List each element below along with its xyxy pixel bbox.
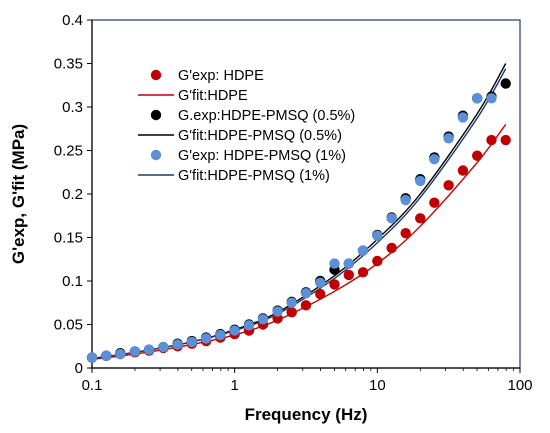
data-point-g-exp-hdpe-pmsq-1 [243, 320, 255, 331]
legend-label: G'fit:HDPE [178, 88, 248, 104]
data-point-g-exp-hdpe-pmsq-1 [172, 339, 183, 350]
data-point-g-exp-hdpe [400, 227, 411, 239]
data-point-g-exp-hdpe [329, 279, 340, 290]
data-point-g-exp-hdpe [300, 300, 312, 311]
data-point-g-exp-hdpe-pmsq-1 [257, 314, 269, 325]
data-point-g-exp-hdpe-pmsq-1 [86, 352, 98, 363]
x-tick-label: 1 [230, 377, 238, 394]
data-point-g-exp-hdpe-pmsq-1 [229, 325, 240, 336]
x-tick-label: 0.1 [82, 377, 103, 394]
data-points [86, 78, 511, 363]
legend-label: G'exp: HDPE-PMSQ (1%) [178, 148, 346, 164]
data-point-g-exp-hdpe [386, 242, 397, 254]
data-point-g-exp-hdpe-pmsq-1 [386, 213, 397, 224]
legend-label: G'exp: HDPE [178, 68, 264, 84]
data-point-g-exp-hdpe [415, 213, 426, 224]
data-point-g-exp-hdpe [343, 269, 355, 281]
y-tick-label: 0.35 [54, 56, 83, 73]
data-point-g-exp-hdpe [429, 197, 440, 208]
legend-point-marker [150, 69, 162, 81]
data-point-g-exp-hdpe [457, 165, 469, 176]
data-point-g-exp-hdpe-pmsq-1 [443, 133, 454, 144]
data-point-g-exp-hdpe-pmsq-1 [357, 245, 369, 256]
data-point-g-exp-hdpe-pmsq-1 [343, 258, 355, 269]
data-point-g-exp-hdpe-pmsq-1 [372, 230, 383, 241]
data-point-g-exp-hdpe-pmsq-1 [300, 287, 312, 299]
data-point-g-exp-hdpe-pmsq-1 [101, 350, 112, 362]
data-point-g-exp-hdpe [357, 267, 369, 278]
data-point-g-exp-hdpe-pmsq-1 [329, 258, 340, 269]
y-tick-label: 0.4 [62, 12, 83, 29]
data-point-g-exp-hdpe [372, 255, 383, 267]
x-tick-label: 10 [369, 377, 386, 394]
data-point-g-exp-hdpe-pmsq-1 [315, 277, 326, 288]
data-point-g-exp-hdpe [286, 307, 297, 318]
data-point-g-exp-hdpe-pmsq-1 [457, 112, 469, 123]
data-point-g-exp-hdpe [315, 288, 326, 300]
data-point-g-exp-hdpe [486, 134, 497, 146]
data-point-g-exp-hdpe-pmsq-1 [143, 344, 155, 355]
data-point-g-exp-hdpe-pmsq-1 [486, 93, 497, 104]
legend-label: G.exp:HDPE-PMSQ (0.5%) [178, 108, 355, 124]
data-point-g-exp-hdpe-pmsq-1 [158, 341, 169, 353]
data-point-g-exp-hdpe [443, 180, 454, 191]
legend-point-marker [150, 109, 162, 121]
y-axis-title: G'exp, G'fit (MPa) [9, 124, 28, 264]
data-point-g-exp-hdpe [471, 150, 483, 161]
x-axis-title: Frequency (Hz) [245, 405, 368, 424]
data-point-g-exp-hdpe-pmsq-1 [471, 93, 483, 104]
y-tick-label: 0.2 [62, 186, 83, 203]
data-point-g-exp-hdpe-pmsq-1 [129, 346, 141, 357]
y-tick-label: 0 [75, 360, 83, 377]
data-point-g-exp-hdpe-pmsq-1 [286, 297, 297, 308]
y-tick-label: 0.1 [62, 273, 83, 290]
legend: G'exp: HDPE G'fit:HDPE G.exp:HDPE-PMSQ (0.… [138, 68, 355, 184]
y-tick-label: 0.05 [54, 317, 83, 334]
axes: 0 0.05 0.1 0.15 0.2 0.25 0.3 0.35 0.4 0.1 1 10 100 [54, 12, 533, 394]
data-point-g-exp-hdpe-pmsq-1 [429, 154, 440, 165]
data-point-g-exp-hdpe-pmsq-1 [200, 333, 212, 344]
legend-point-marker [150, 149, 162, 161]
data-point-g-exp-hdpe [500, 134, 511, 146]
x-tick-label: 100 [507, 377, 532, 394]
data-point-g-exp-hdpe-pmsq-1 [272, 306, 283, 317]
y-tick-label: 0.15 [54, 230, 83, 247]
data-point-g-exp-hdpe-pmsq-1 [415, 175, 426, 187]
data-point-g-exp-hdpe-pmsq-1 [400, 194, 411, 206]
data-point-g-exp-hdpe-pmsq-1 [215, 329, 226, 341]
y-tick-label: 0.25 [54, 143, 83, 160]
legend-label: G'fit:HDPE-PMSQ (1%) [178, 168, 330, 184]
data-point-g-exp-hdpe-pmsq-1 [115, 348, 126, 360]
legend-label: G'fit:HDPE-PMSQ (0.5%) [178, 128, 342, 144]
data-point-g-exp-hdpe-pmsq-1 [186, 336, 198, 348]
data-point-g-exp-hdpe-pmsq-0-5 [500, 78, 511, 89]
y-tick-label: 0.3 [62, 99, 83, 116]
